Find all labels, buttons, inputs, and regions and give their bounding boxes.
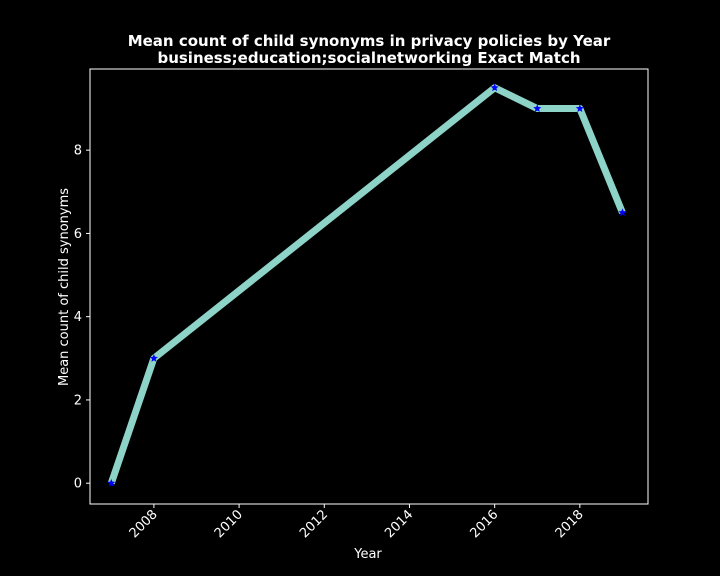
x-axis-label: Year xyxy=(353,547,382,562)
data-point-marker xyxy=(490,83,499,92)
data-point-marker xyxy=(618,208,627,217)
y-tick-label: 8 xyxy=(74,144,82,159)
x-tick-label: 2008 xyxy=(127,507,161,541)
y-tick-label: 0 xyxy=(74,477,82,492)
y-tick-label: 6 xyxy=(74,227,82,242)
x-tick-label: 2014 xyxy=(382,507,416,541)
y-axis-label: Mean count of child synonyms xyxy=(57,188,72,386)
x-tick-label: 2010 xyxy=(212,507,246,541)
data-point-marker xyxy=(149,354,158,362)
data-series xyxy=(107,83,627,487)
x-tick-label: 2016 xyxy=(467,507,501,541)
x-tick-label: 2018 xyxy=(553,507,587,541)
axis-ticks: 0 2 4 6 8 2008 2010 2012 2014 2016 2018 xyxy=(74,144,587,542)
chart-title-line-1: Mean count of child synonyms in privacy … xyxy=(128,32,611,50)
y-tick-label: 2 xyxy=(74,393,82,408)
y-tick-label: 4 xyxy=(74,310,82,325)
series-line xyxy=(107,84,626,485)
plot-area-frame xyxy=(89,68,649,505)
chart-title-line-2: business;education;socialnetworking Exac… xyxy=(157,49,580,67)
data-point-marker xyxy=(533,104,542,112)
x-tick-label: 2012 xyxy=(297,507,331,541)
data-point-marker xyxy=(575,104,584,112)
data-point-marker xyxy=(107,478,116,487)
